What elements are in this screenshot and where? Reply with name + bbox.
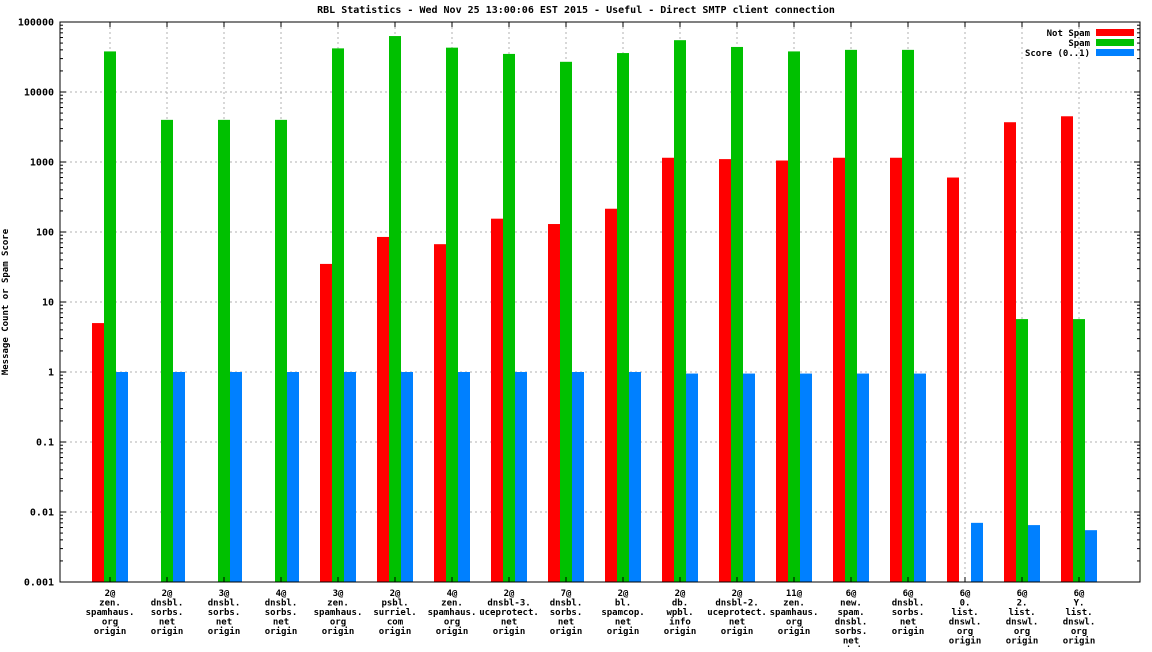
bar-score xyxy=(971,522,983,582)
bar-score xyxy=(629,372,641,582)
bar-not-spam xyxy=(548,224,560,582)
bar-score xyxy=(287,372,299,582)
bar-spam xyxy=(617,53,629,582)
bar-score xyxy=(1028,525,1040,582)
legend-label: Not Spam xyxy=(1047,29,1091,39)
chart-title: RBL Statistics - Wed Nov 25 13:00:06 EST… xyxy=(317,4,835,16)
bar-spam xyxy=(902,49,914,583)
x-tick-label: 2@ zen. spamhaus. org origin xyxy=(86,589,135,637)
legend-label: Score (0..1) xyxy=(1025,49,1090,59)
bar-not-spam xyxy=(1004,122,1016,582)
x-tick-label: 2@ bl. spamcop. net origin xyxy=(601,589,644,637)
bar-spam xyxy=(389,36,401,583)
bar-spam xyxy=(674,40,686,582)
legend-swatch-not-spam xyxy=(1096,29,1134,36)
x-tick-label: 2@ psbl. surriel. com origin xyxy=(373,589,416,637)
bar-not-spam xyxy=(662,157,674,582)
y-tick-label: 0.01 xyxy=(30,508,54,519)
bar-score xyxy=(401,372,413,582)
bar-spam xyxy=(218,119,230,582)
x-tick-label: 6@ 0. list. dnswl. org origin xyxy=(949,589,982,647)
x-tick-label: 6@ 2. list. dnswl. org origin xyxy=(1006,589,1039,647)
x-tick-label: 3@ zen. spamhaus. org origin xyxy=(314,589,363,637)
y-tick-label: 100000 xyxy=(18,18,54,29)
bar-score xyxy=(344,372,356,582)
legend-label: Spam xyxy=(1068,39,1090,49)
x-tick-label: 2@ dnsbl-3. uceprotect. net origin xyxy=(479,589,539,637)
x-tick-label: 4@ zen. spamhaus. org origin xyxy=(428,589,477,637)
bar-not-spam xyxy=(1061,116,1073,583)
x-tick-label: 7@ dnsbl. sorbs. net origin xyxy=(550,589,583,637)
bar-score xyxy=(572,372,584,582)
y-tick-label: 10 xyxy=(42,298,54,309)
x-tick-label: 3@ dnsbl. sorbs. net origin xyxy=(208,589,241,637)
bar-spam xyxy=(845,49,857,583)
bar-spam xyxy=(104,51,116,582)
bar-score xyxy=(914,373,926,582)
bar-score xyxy=(686,373,698,582)
bar-score xyxy=(116,372,128,582)
bar-not-spam xyxy=(377,236,389,582)
bar-score xyxy=(743,373,755,582)
legend-swatch-spam xyxy=(1096,39,1134,46)
bar-spam xyxy=(731,46,743,582)
x-tick-label: 6@ dnsbl. sorbs. net origin xyxy=(892,589,925,637)
axes-layer xyxy=(59,21,1141,583)
x-tick-label: 6@ Y. list. dnswl. org origin xyxy=(1063,589,1096,647)
bars-layer xyxy=(92,36,1097,583)
bar-spam xyxy=(788,51,800,582)
x-tick-label: 2@ dnsbl. sorbs. net origin xyxy=(151,589,184,637)
bar-score xyxy=(515,372,527,582)
bar-score xyxy=(173,372,185,582)
bar-not-spam xyxy=(320,263,332,582)
x-tick-label: 2@ db. wpbl. info origin xyxy=(664,589,697,637)
bar-spam xyxy=(1016,319,1028,582)
bar-not-spam xyxy=(890,157,902,582)
bar-spam xyxy=(1073,319,1085,582)
labels-layer: 100000 10000 1000 100 10 1 0.1 0.01 0.001 2@ zen. s… xyxy=(18,18,1096,652)
y-tick-label: 1 xyxy=(48,368,54,379)
bar-score xyxy=(1085,530,1097,582)
bar-spam xyxy=(161,119,173,582)
bar-score xyxy=(800,373,812,582)
bar-spam xyxy=(446,47,458,582)
x-tick-label: 4@ dnsbl. sorbs. net origin xyxy=(265,589,298,637)
bar-not-spam xyxy=(947,177,959,582)
x-tick-label: 2@ dnsbl-2. uceprotect. net origin xyxy=(707,589,767,637)
bar-not-spam xyxy=(491,218,503,582)
bar-not-spam xyxy=(719,159,731,582)
bar-spam xyxy=(560,61,572,582)
bar-score xyxy=(857,373,869,582)
bar-spam xyxy=(332,48,344,582)
bar-not-spam xyxy=(776,160,788,582)
y-tick-label: 1000 xyxy=(30,158,54,169)
bar-score xyxy=(458,372,470,582)
bar-not-spam xyxy=(605,208,617,582)
bar-not-spam xyxy=(434,244,446,583)
y-tick-label: 10000 xyxy=(24,88,54,99)
y-tick-label: 0.001 xyxy=(24,578,54,589)
bar-not-spam xyxy=(833,157,845,582)
y-tick-label: 100 xyxy=(36,228,54,239)
bar-score xyxy=(230,372,242,582)
legend-swatch-score xyxy=(1096,49,1134,56)
y-axis-label: Message Count or Spam Score xyxy=(1,228,11,375)
bar-spam xyxy=(503,53,515,583)
x-tick-label: 11@ zen. spamhaus. org origin xyxy=(770,589,819,637)
bar-not-spam xyxy=(92,323,104,582)
y-tick-label: 0.1 xyxy=(36,438,54,449)
bar-spam xyxy=(275,119,287,582)
